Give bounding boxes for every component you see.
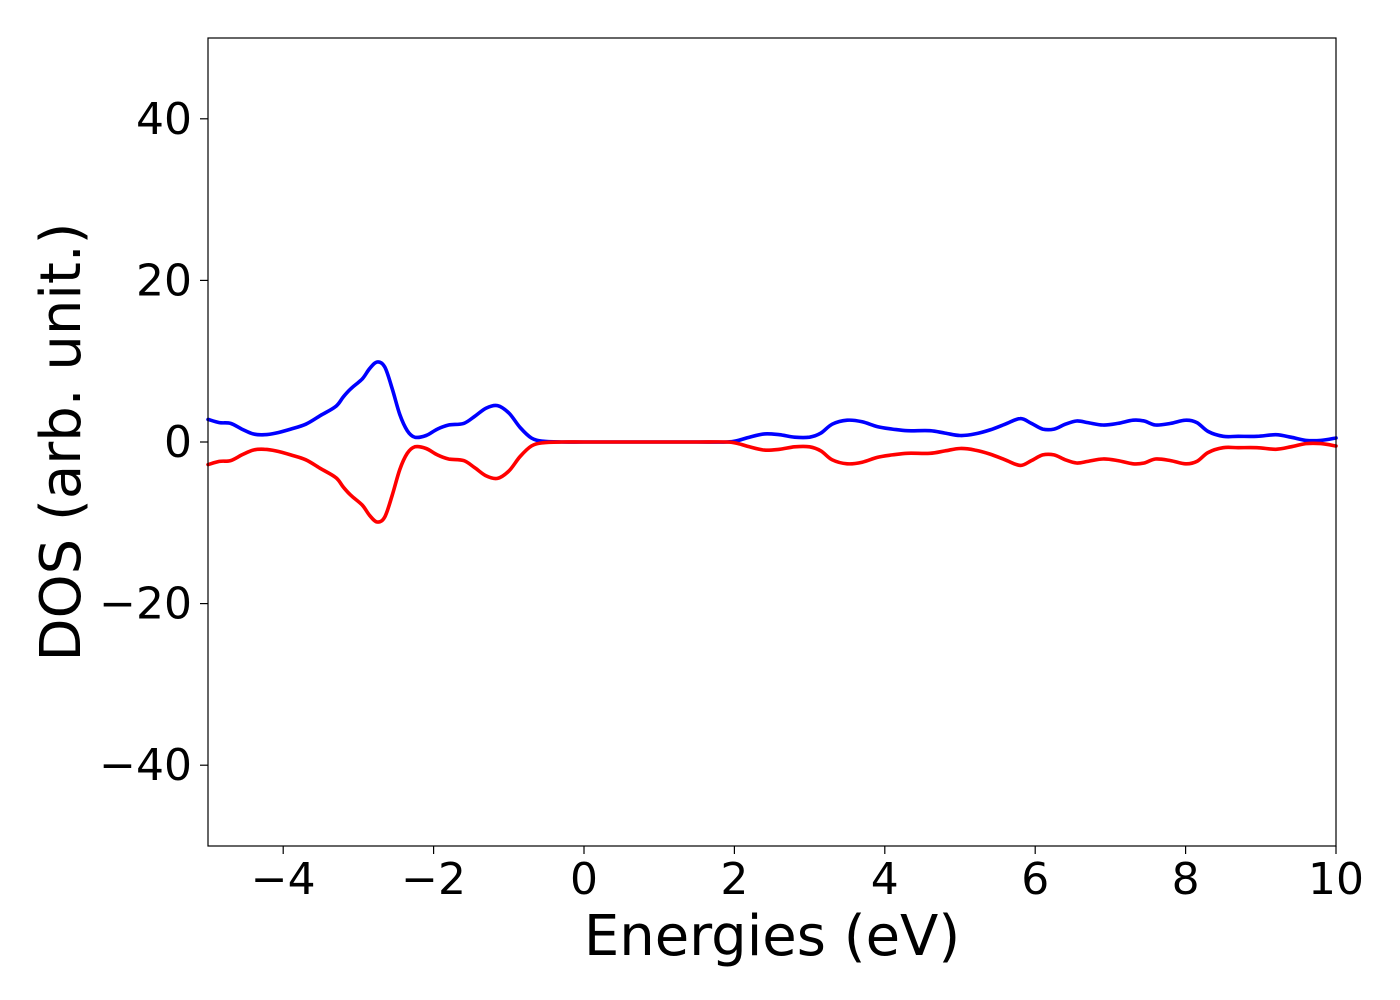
x-tick-label: 10 [1308,854,1364,905]
x-tick-label: 2 [720,854,748,905]
series-line-blue [206,360,1338,444]
y-tick-label: 0 [164,417,192,468]
y-tick-label: −20 [99,579,192,630]
plot-background [208,38,1336,846]
y-tick-label: 40 [136,94,192,145]
x-axis-ticks: −4 −2 0 2 4 6 8 10 [251,846,1364,905]
x-tick-label: −2 [401,854,466,905]
series-line-red [206,440,1338,524]
y-tick-label: 20 [136,255,192,306]
x-tick-label: −4 [251,854,316,905]
x-tick-label: 4 [871,854,899,905]
x-axis-title: Energies (eV) [584,904,960,969]
y-tick-label: −40 [99,740,192,791]
y-axis-ticks: −40 −20 0 20 40 [99,94,208,791]
y-axis-title: DOS (arb. unit.) [29,222,94,661]
x-tick-label: 6 [1021,854,1049,905]
x-tick-label: 8 [1172,854,1200,905]
series-layer [206,360,1338,524]
x-tick-label: 0 [570,854,598,905]
